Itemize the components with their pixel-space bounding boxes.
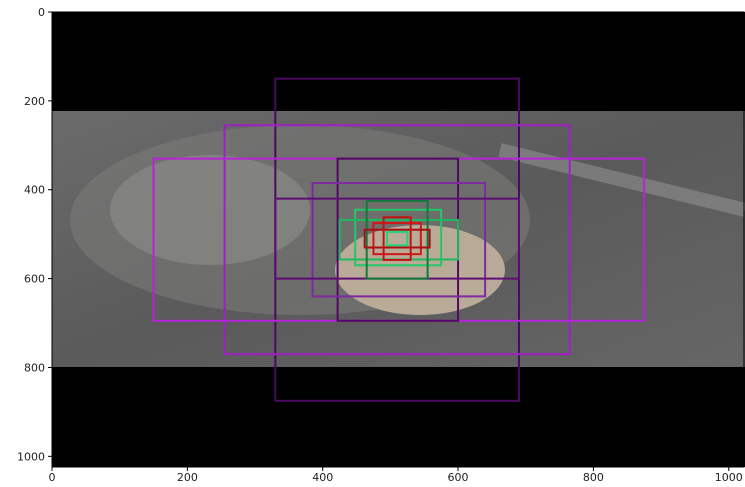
- y-tick-label: 800: [24, 361, 45, 374]
- y-tick-label: 200: [24, 95, 45, 108]
- x-tick-label: 400: [312, 471, 333, 483]
- x-tick-label: 0: [49, 471, 56, 483]
- chart: 0 200 400 600 800 1000 0 200 400 600 800 1000: [0, 0, 745, 483]
- x-tick-label: 1000: [715, 471, 743, 483]
- page: {"chart_data": {"type": "image", "xlim":…: [0, 0, 745, 483]
- x-tick-label: 200: [177, 471, 198, 483]
- pothole-patch: [110, 155, 310, 265]
- y-tick-label: 0: [38, 6, 45, 19]
- image: [52, 12, 745, 467]
- x-tick-label: 600: [448, 471, 469, 483]
- y-tick-label: 1000: [17, 450, 45, 463]
- y-tick-label: 400: [24, 184, 45, 197]
- x-tick-label: 800: [583, 471, 604, 483]
- y-tick-label: 600: [24, 273, 45, 286]
